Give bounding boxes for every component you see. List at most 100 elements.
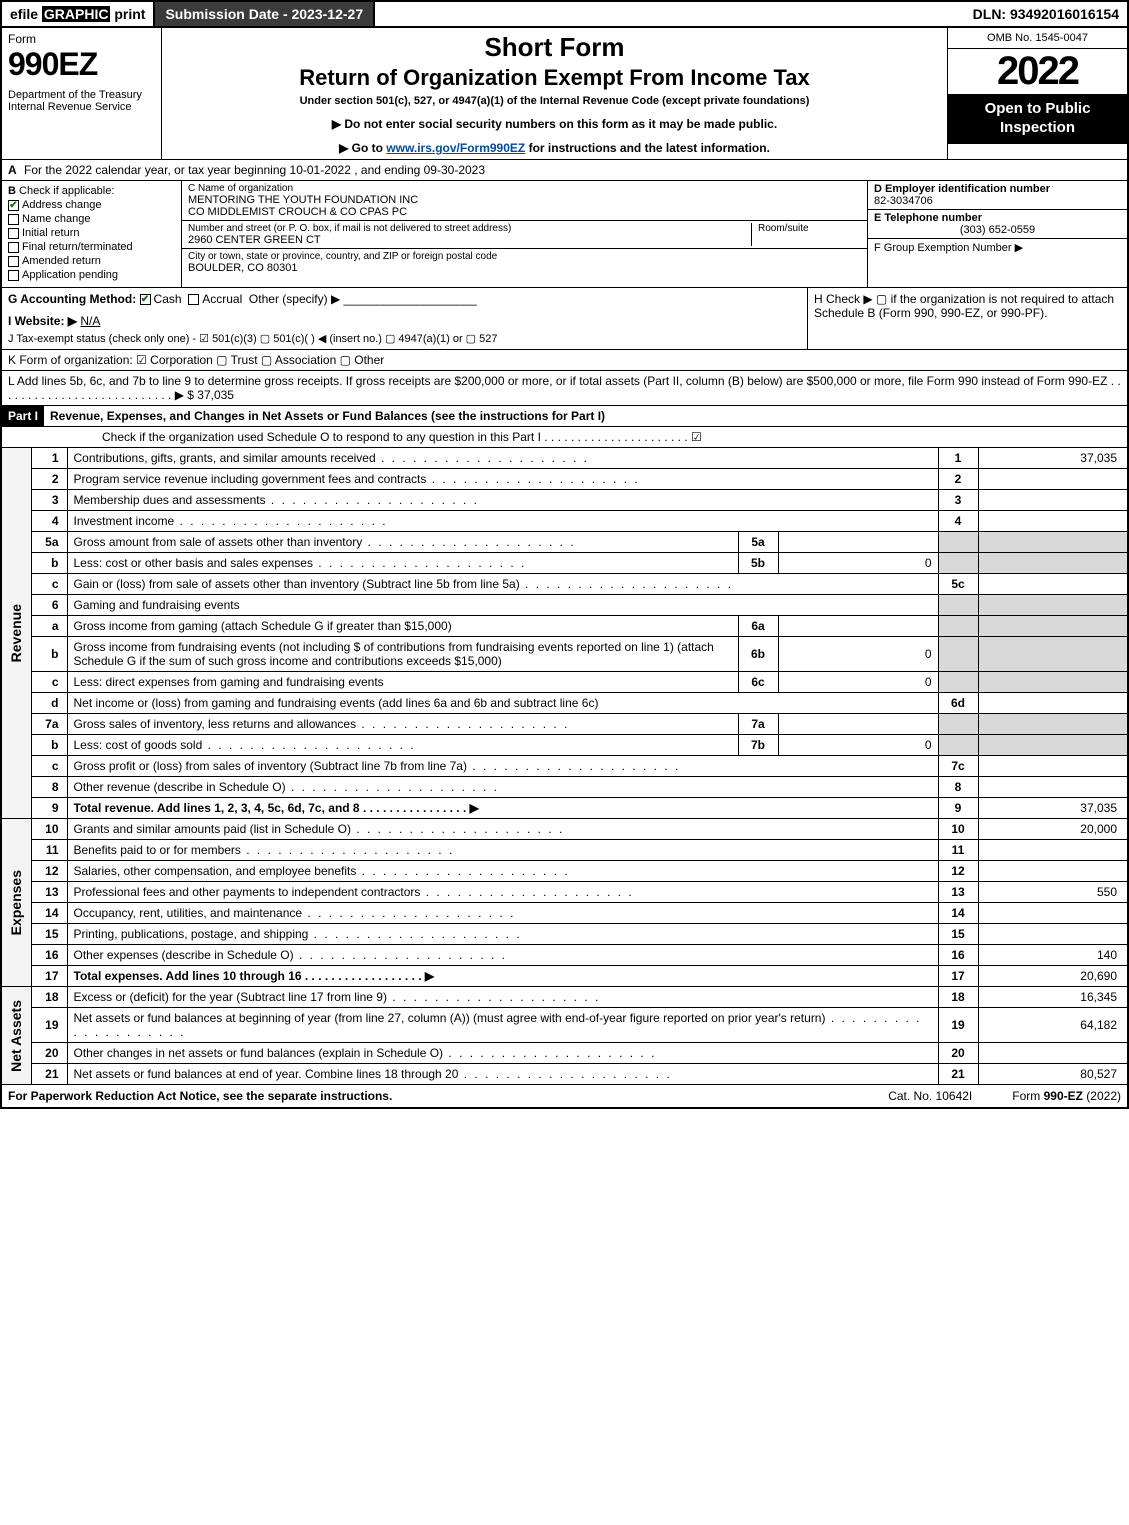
c-name: MENTORING THE YOUTH FOUNDATION INC [188,194,861,206]
table-row: 4Investment income4 [1,511,1128,532]
dots [458,1067,671,1081]
line-ref: 5c [938,574,978,595]
table-row: bGross income from fundraising events (n… [1,637,1128,672]
line-num: 16 [31,945,67,966]
line-desc: Grants and similar amounts paid (list in… [74,822,351,836]
line-num: a [31,616,67,637]
chk-name-change[interactable]: Name change [8,213,175,225]
checkbox-icon [8,242,19,253]
form-number: 990EZ [8,46,155,83]
row-l: L Add lines 5b, 6c, and 7b to line 9 to … [0,371,1129,406]
e-tel-row: E Telephone number (303) 652-0559 [868,210,1127,239]
dots [302,906,515,920]
line-val: 64,182 [978,1008,1128,1043]
header-left: Form 990EZ Department of the Treasury In… [2,28,162,159]
line-desc: Contributions, gifts, grants, and simila… [74,451,376,465]
label-b: B [8,185,16,197]
dots [387,990,600,1004]
line-val [978,637,1128,672]
table-row: 12Salaries, other compensation, and empl… [1,861,1128,882]
c-room-label: Room/suite [758,223,861,234]
label-a: A [8,163,17,177]
line-desc: Benefits paid to or for members [74,843,241,857]
chk-address-change[interactable]: Address change [8,199,175,211]
d-ein-row: D Employer identification number 82-3034… [868,181,1127,210]
line-desc: Program service revenue including govern… [74,472,427,486]
sub-num: 7b [738,735,778,756]
table-row: 8Other revenue (describe in Schedule O)8 [1,777,1128,798]
line-ref: 21 [938,1064,978,1085]
checkbox-icon [8,214,19,225]
line-ref: 17 [938,966,978,987]
chk-final-return[interactable]: Final return/terminated [8,241,175,253]
table-row: bLess: cost or other basis and sales exp… [1,553,1128,574]
opt-label: Application pending [22,269,118,281]
dots [308,927,521,941]
line-val [978,574,1128,595]
line-desc: Total expenses. Add lines 10 through 16 … [74,969,435,983]
top-bar: efile GRAPHIC print Submission Date - 20… [0,0,1129,28]
line-desc: Gross amount from sale of assets other t… [74,535,363,549]
line-desc: Other revenue (describe in Schedule O) [74,780,286,794]
line-desc: Net assets or fund balances at beginning… [74,1011,826,1025]
line-ref: 4 [938,511,978,532]
chk-amended-return[interactable]: Amended return [8,255,175,267]
chk-initial-return[interactable]: Initial return [8,227,175,239]
dots [351,822,564,836]
dots [356,864,569,878]
g-other: Other (specify) ▶ [249,292,340,306]
table-row: 11Benefits paid to or for members11 [1,840,1128,861]
table-row: 15Printing, publications, postage, and s… [1,924,1128,945]
checkbox-icon [8,200,19,211]
dots [313,556,526,570]
part-i-title: Revenue, Expenses, and Changes in Net As… [44,406,1127,426]
table-row: Net Assets 18Excess or (deficit) for the… [1,987,1128,1008]
line-val [978,672,1128,693]
e-tel: (303) 652-0559 [874,224,1121,236]
line-desc: Salaries, other compensation, and employ… [74,864,357,878]
d-ein: 82-3034706 [874,195,933,207]
chk-cash[interactable] [140,294,151,305]
dots [174,514,387,528]
table-row: Revenue 1 Contributions, gifts, grants, … [1,448,1128,469]
sub-val: 0 [778,553,938,574]
table-row: 9Total revenue. Add lines 1, 2, 3, 4, 5c… [1,798,1128,819]
sub-num: 5b [738,553,778,574]
sub-val: 0 [778,672,938,693]
note-ssn: ▶ Do not enter social security numbers o… [170,117,939,131]
line-val [978,693,1128,714]
line-ref: 8 [938,777,978,798]
c-name-label: C Name of organization [188,183,861,194]
table-row: cLess: direct expenses from gaming and f… [1,672,1128,693]
irs-link[interactable]: www.irs.gov/Form990EZ [386,141,525,155]
submission-date: Submission Date - 2023-12-27 [153,2,375,26]
line-num: 15 [31,924,67,945]
line-val [978,735,1128,756]
line-ref: 2 [938,469,978,490]
footer-left: For Paperwork Reduction Act Notice, see … [8,1089,392,1103]
line-val [978,616,1128,637]
line-val [978,1043,1128,1064]
chk-application-pending[interactable]: Application pending [8,269,175,281]
side-revenue: Revenue [1,448,31,819]
sub-num: 6a [738,616,778,637]
form-label: Form [8,32,155,46]
row-g: G Accounting Method: Cash Accrual Other … [2,288,807,349]
e-tel-label: E Telephone number [874,212,982,224]
dots [362,535,575,549]
line-val [978,903,1128,924]
d-ein-label: D Employer identification number [874,183,1050,195]
checkbox-icon [8,256,19,267]
open-public: Open to Public Inspection [948,94,1127,144]
line-num: c [31,574,67,595]
line-desc: Net income or (loss) from gaming and fun… [74,696,599,710]
f-group-row: F Group Exemption Number ▶ [868,239,1127,256]
dots [520,577,733,591]
form-header: Form 990EZ Department of the Treasury In… [0,28,1129,160]
line-val: 80,527 [978,1064,1128,1085]
table-row: 14Occupancy, rent, utilities, and mainte… [1,903,1128,924]
sub-val [778,714,938,735]
line-desc: Less: cost or other basis and sales expe… [74,556,313,570]
chk-accrual[interactable] [188,294,199,305]
g-cash: Cash [154,292,182,306]
